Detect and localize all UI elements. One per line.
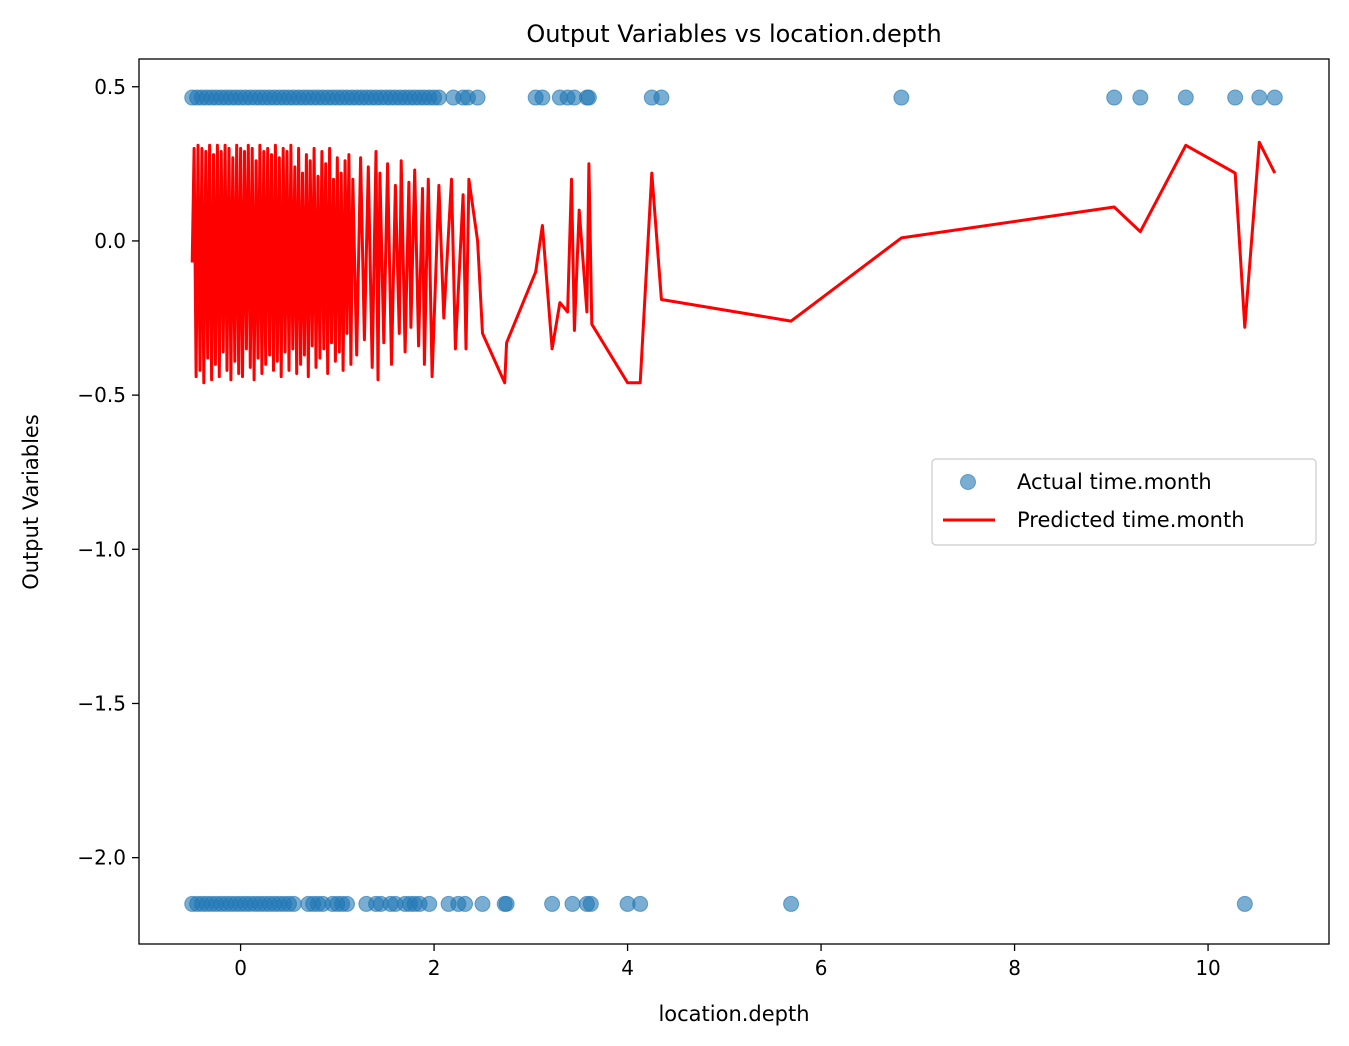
line-series-layer [190,140,1277,385]
scatter-point [474,895,491,912]
x-tick-label: 4 [621,956,634,980]
chart-title: Output Variables vs location.depth [526,20,941,48]
scatter-point [632,895,649,912]
scatter-point [1266,89,1283,106]
y-tick-label: −1.5 [77,691,126,715]
scatter-series-layer [184,89,1283,912]
scatter-point [534,89,551,106]
plot-area [184,89,1283,912]
legend-box [931,458,1317,546]
scatter-point [1236,895,1253,912]
scatter-point [285,895,302,912]
y-tick-label: −1.0 [77,537,126,561]
scatter-point [544,895,561,912]
scatter-point [421,895,438,912]
y-axis-label: Output Variables [19,414,43,590]
scatter-point [783,895,800,912]
y-axis: 0.5 0.0 −0.5 −1.0 −1.5 −2.0 [77,75,139,870]
scatter-point [653,89,670,106]
scatter-point [469,89,486,106]
scatter-point [1251,89,1268,106]
x-axis-label: location.depth [658,1002,809,1026]
x-tick-label: 8 [1008,956,1021,980]
scatter-point [1177,89,1194,106]
y-tick-label: 0.5 [94,75,126,99]
x-axis: 0 2 4 6 8 10 [234,944,1221,980]
scatter-point [582,895,599,912]
scatter-point [457,895,474,912]
legend-label-predicted: Predicted time.month [1017,508,1245,532]
plot-frame [138,58,1330,945]
legend-marker-actual [960,474,976,490]
scatter-point [430,89,447,106]
scatter-point [1227,89,1244,106]
scatter-point [1132,89,1149,106]
y-tick-label: −0.5 [77,383,126,407]
y-tick-label: −2.0 [77,846,126,870]
scatter-point [580,89,597,106]
scatter-point [564,895,581,912]
x-tick-label: 2 [428,956,441,980]
predicted-line [190,140,1277,385]
legend: Actual time.month Predicted time.month [931,458,1317,546]
y-tick-label: 0.0 [94,229,126,253]
scatter-point [339,895,356,912]
scatter-point [498,895,515,912]
legend-label-actual: Actual time.month [1017,470,1212,494]
x-tick-label: 0 [234,956,247,980]
x-tick-label: 10 [1195,956,1220,980]
scatter-point [1106,89,1123,106]
x-tick-label: 6 [815,956,828,980]
scatter-point [893,89,910,106]
